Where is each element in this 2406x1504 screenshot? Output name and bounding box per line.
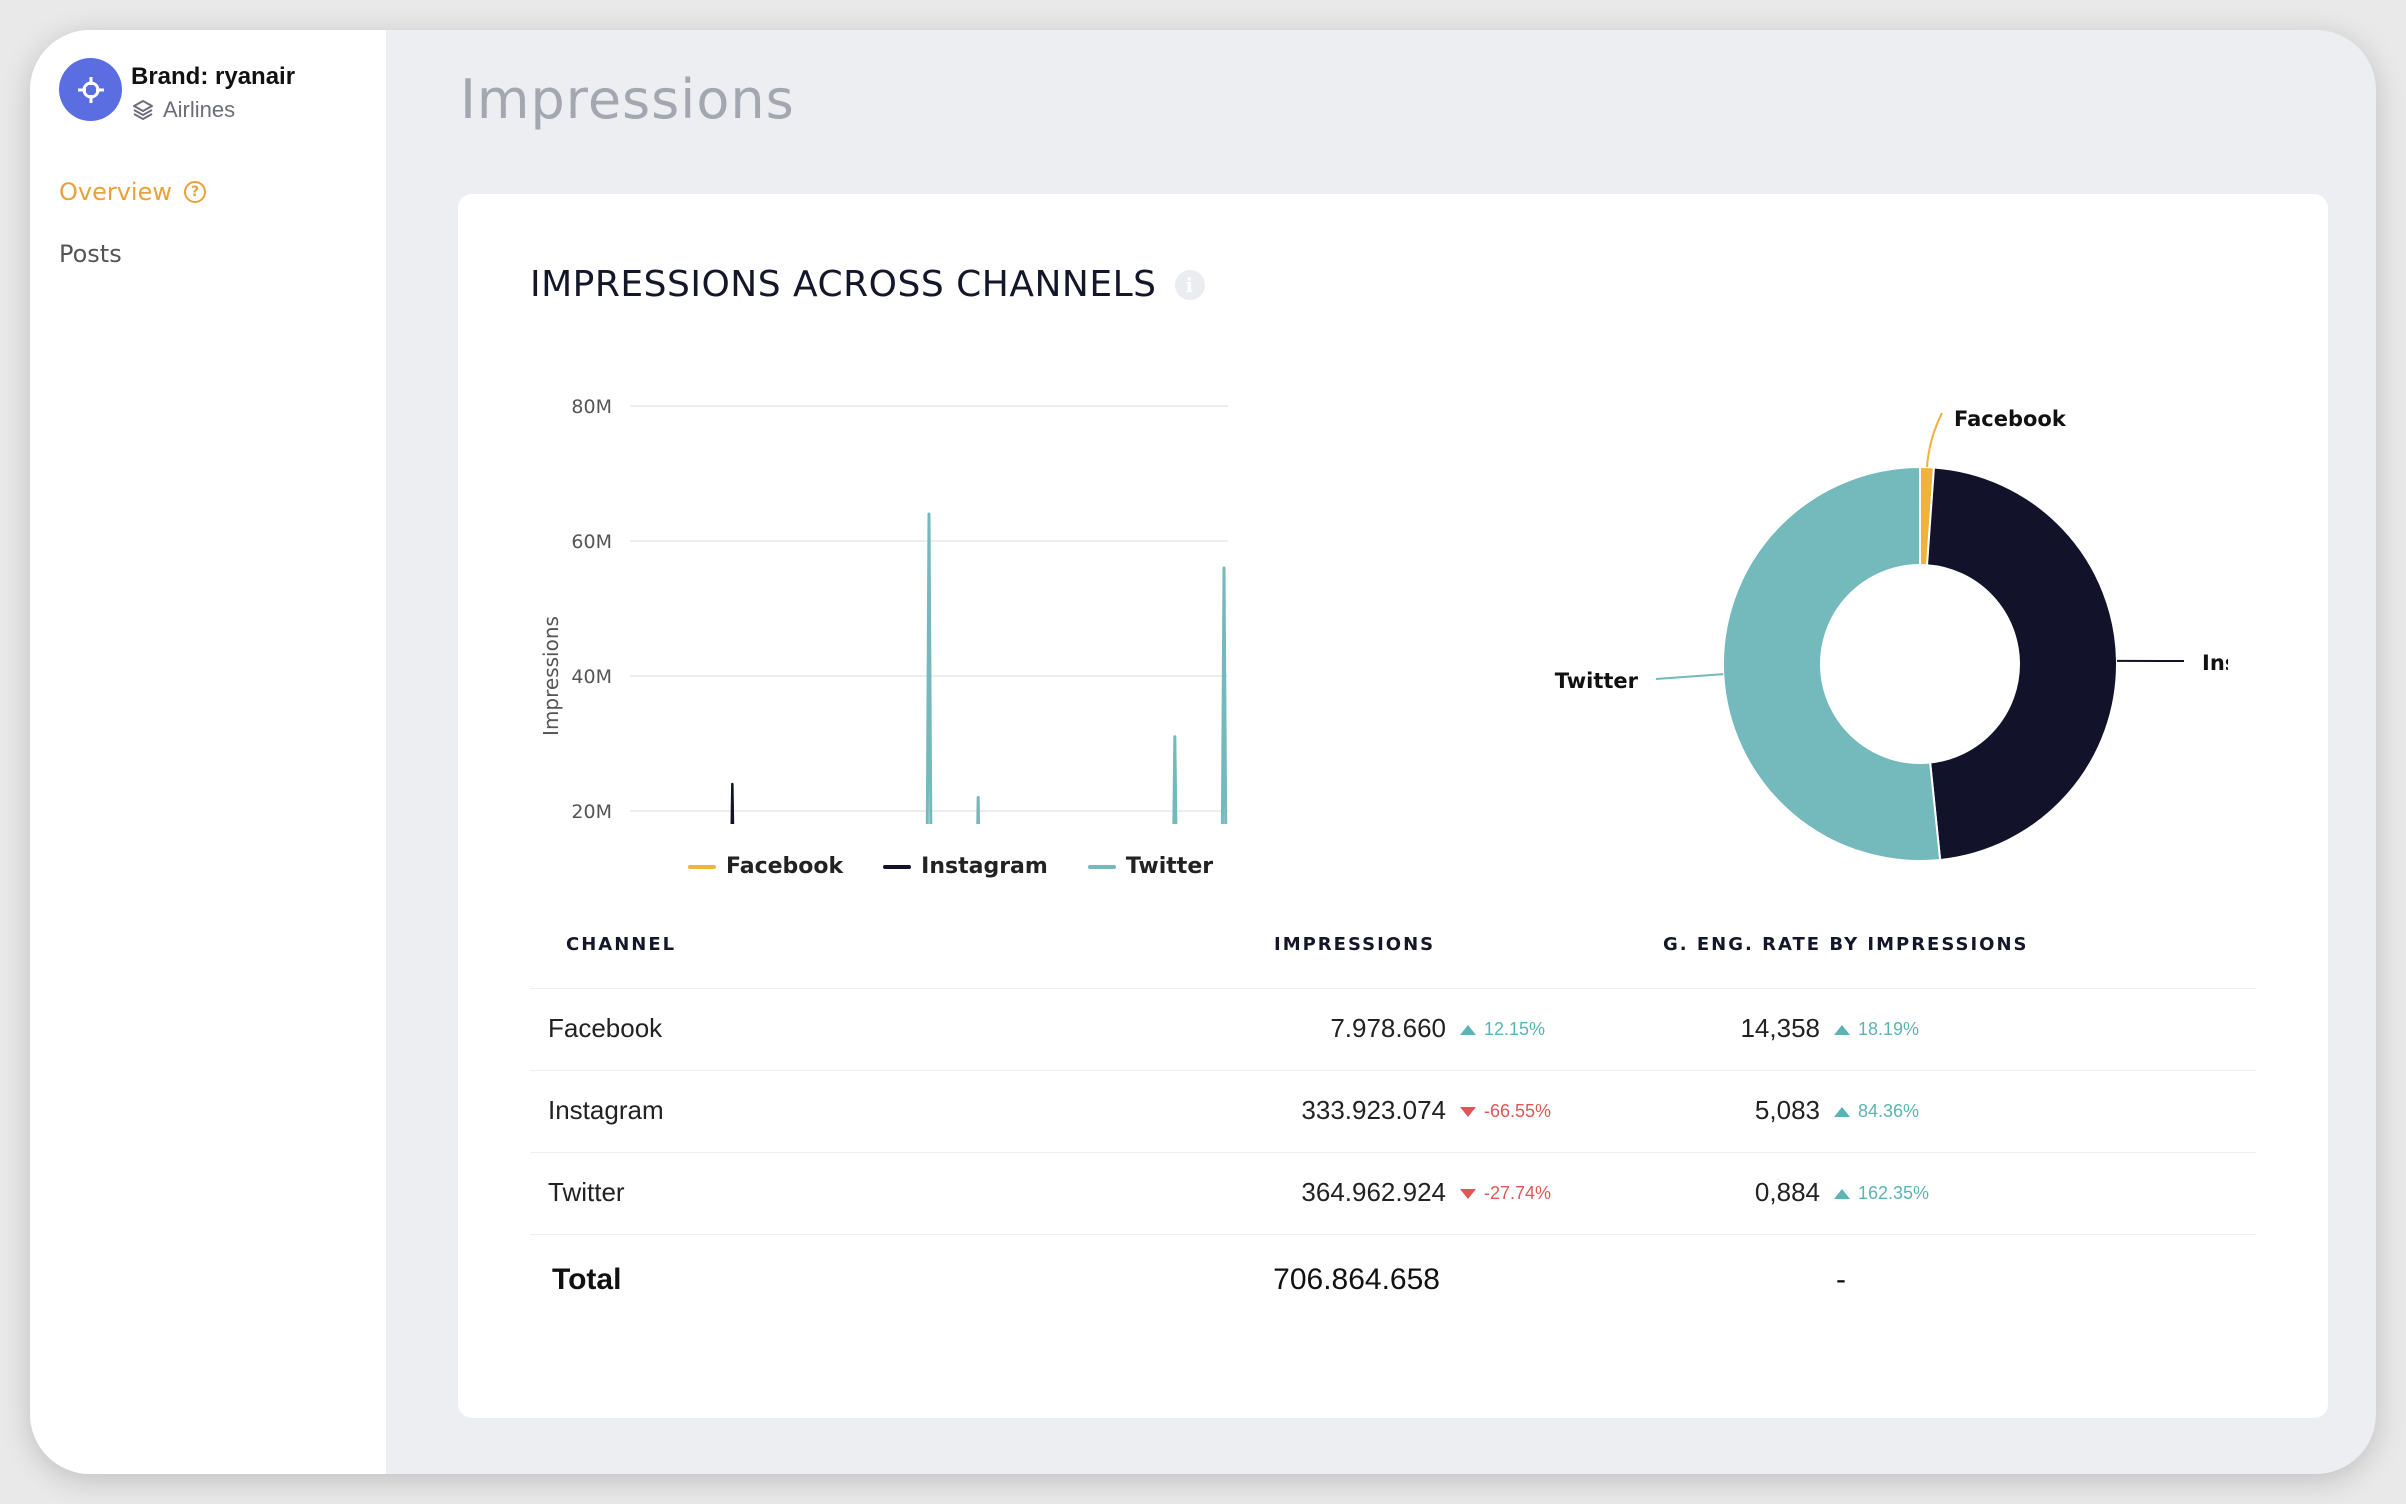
impressions-value: 7.978.660 xyxy=(1330,1013,1446,1043)
delta-value: -66.55% xyxy=(1484,1101,1552,1121)
channel-name: Twitter xyxy=(548,1177,625,1207)
arrow-up-icon xyxy=(1834,1188,1850,1199)
impressions-delta: -27.74% xyxy=(1460,1183,1551,1204)
crosshair-icon xyxy=(77,76,104,103)
delta-value: 84.36% xyxy=(1858,1101,1920,1121)
slice-twitter[interactable] xyxy=(1722,465,1942,862)
y-axis-label: Impressions xyxy=(539,616,563,736)
impressions-value: 364.962.924 xyxy=(1301,1177,1446,1207)
impressions-value: 333.923.074 xyxy=(1301,1095,1446,1125)
info-icon[interactable]: i xyxy=(1174,269,1205,300)
page-title: Impressions xyxy=(460,68,795,131)
arrow-up-icon xyxy=(1834,1106,1850,1117)
brand-avatar[interactable] xyxy=(59,58,122,121)
arrow-down-icon xyxy=(1460,1106,1476,1117)
app-window: Brand: ryanair Airlines Overview ? Posts… xyxy=(30,30,2376,1474)
table-total-row: Total 706.864.658 - xyxy=(530,1234,2256,1324)
brand-category-label: Airlines xyxy=(163,97,236,122)
rate-value: 0,884 xyxy=(1754,1177,1820,1207)
table-row[interactable]: Twitter 364.962.924 -27.74% 0,884 162.35… xyxy=(530,1152,2256,1234)
layers-icon xyxy=(133,100,153,120)
arrow-up-icon xyxy=(1460,1024,1476,1035)
slice-label: Twitter xyxy=(1555,669,1639,693)
rate-delta: 162.35% xyxy=(1834,1183,1929,1204)
slice-instagram[interactable] xyxy=(1925,466,2118,862)
column-header-channel: CHANNEL xyxy=(566,934,677,955)
chart-legend: Facebook Instagram Twitter xyxy=(688,854,1213,879)
legend-item-instagram[interactable]: Instagram xyxy=(883,854,1048,879)
legend-label: Facebook xyxy=(726,854,844,879)
card-title: IMPRESSIONS ACROSS CHANNELS i xyxy=(530,264,1205,305)
arrow-down-icon xyxy=(1460,1188,1476,1199)
slice-connector xyxy=(1655,673,1724,680)
slice-label: Instagram xyxy=(2202,651,2228,675)
sidebar: Brand: ryanair Airlines Overview ? Posts xyxy=(30,30,386,1474)
help-icon[interactable]: ? xyxy=(184,181,206,203)
series-line-twitter[interactable] xyxy=(612,512,1238,824)
legend-swatch xyxy=(883,864,912,869)
channel-name: Instagram xyxy=(548,1095,664,1125)
total-rate: - xyxy=(1836,1263,1846,1296)
legend-swatch xyxy=(688,864,716,869)
y-tick-label: 80M xyxy=(571,396,612,418)
impressions-delta: -66.55% xyxy=(1460,1101,1551,1122)
arrow-up-icon xyxy=(1834,1024,1850,1035)
legend-label: Twitter xyxy=(1125,854,1214,879)
impressions-donut-chart: Facebook Instagram Twitter xyxy=(1555,407,2228,862)
impressions-card: IMPRESSIONS ACROSS CHANNELS i 020M40M60M… xyxy=(458,194,2328,1418)
rate-delta: 84.36% xyxy=(1834,1101,1919,1122)
channel-name: Facebook xyxy=(548,1013,663,1043)
sidebar-item-overview[interactable]: Overview ? xyxy=(59,178,206,206)
slice-connector xyxy=(1925,412,1943,468)
delta-value: 162.35% xyxy=(1858,1183,1930,1203)
legend-label: Instagram xyxy=(921,854,1048,879)
brand-category: Airlines xyxy=(131,97,235,123)
legend-swatch xyxy=(1087,864,1116,869)
series-line-instagram[interactable] xyxy=(612,782,1238,824)
y-tick-label: 60M xyxy=(571,531,612,553)
table-row[interactable]: Facebook 7.978.660 12.15% 14,358 18.19% xyxy=(530,988,2256,1070)
rate-delta: 18.19% xyxy=(1834,1019,1919,1040)
legend-item-facebook[interactable]: Facebook xyxy=(688,854,843,879)
rate-value: 14,358 xyxy=(1740,1013,1820,1043)
card-title-text: IMPRESSIONS ACROSS CHANNELS xyxy=(530,264,1157,305)
delta-value: -27.74% xyxy=(1484,1183,1552,1203)
sidebar-item-label: Posts xyxy=(59,240,122,268)
brand-name: Brand: ryanair xyxy=(131,63,296,90)
total-impressions: 706.864.658 xyxy=(1273,1263,1440,1296)
sidebar-item-label: Overview xyxy=(59,178,172,206)
total-label: Total xyxy=(552,1263,622,1296)
sidebar-item-posts[interactable]: Posts xyxy=(59,240,122,268)
slice-label: Facebook xyxy=(1954,407,2067,431)
y-tick-label: 20M xyxy=(571,801,612,823)
legend-item-twitter[interactable]: Twitter xyxy=(1087,854,1214,879)
impressions-line-chart: 020M40M60M80MImpressionsMay '24Sep '24Ja… xyxy=(539,396,1238,824)
delta-value: 12.15% xyxy=(1484,1019,1546,1039)
column-header-impressions: IMPRESSIONS xyxy=(1274,934,1436,955)
column-header-rate: G. ENG. RATE BY IMPRESSIONS xyxy=(1663,934,2029,955)
table-row[interactable]: Instagram 333.923.074 -66.55% 5,083 84.3… xyxy=(530,1070,2256,1152)
impressions-delta: 12.15% xyxy=(1460,1019,1545,1040)
delta-value: 18.19% xyxy=(1858,1019,1920,1039)
y-tick-label: 40M xyxy=(571,666,612,688)
rate-value: 5,083 xyxy=(1754,1095,1820,1125)
